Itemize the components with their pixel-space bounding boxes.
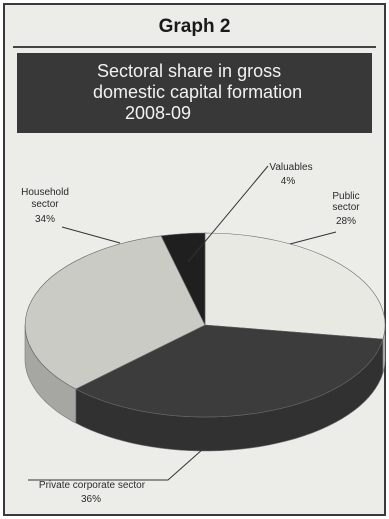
chart-title-line-1: Sectoral share in gross <box>97 61 282 81</box>
slice-leader-line-0 <box>289 231 337 245</box>
slice-label-0-0: Public <box>332 191 359 202</box>
graph-label: Graph 2 <box>158 16 231 37</box>
pie-slice-2 <box>24 235 206 390</box>
slice-leader-line-2 <box>61 226 121 244</box>
slice-value-label-3: 4% <box>281 176 296 187</box>
slice-label-2-0: Household <box>21 187 69 198</box>
slice-value-label-2: 34% <box>35 214 55 225</box>
slice-value-label-0: 28% <box>336 216 356 227</box>
slice-leader-line-3 <box>187 165 269 263</box>
slice-label-1-0: Private corporate sector <box>39 480 146 491</box>
pie-slice-3 <box>160 232 206 326</box>
chart-title-line-3: 2008-09 <box>125 103 192 123</box>
chart-title-box: Sectoral share in gross domestic capital… <box>17 53 372 133</box>
slice-label-2-1: sector <box>31 199 59 210</box>
slice-label-0-1: sector <box>332 202 360 213</box>
pie-slice-0 <box>204 232 386 340</box>
slice-leader-line-1 <box>28 417 239 481</box>
graph-divider <box>13 46 376 48</box>
pie-slice-1 <box>75 324 384 418</box>
chart-title-line-2: domestic capital formation <box>93 82 303 102</box>
slice-value-label-1: 36% <box>81 494 101 505</box>
slice-label-3-0: Valuables <box>269 162 312 173</box>
